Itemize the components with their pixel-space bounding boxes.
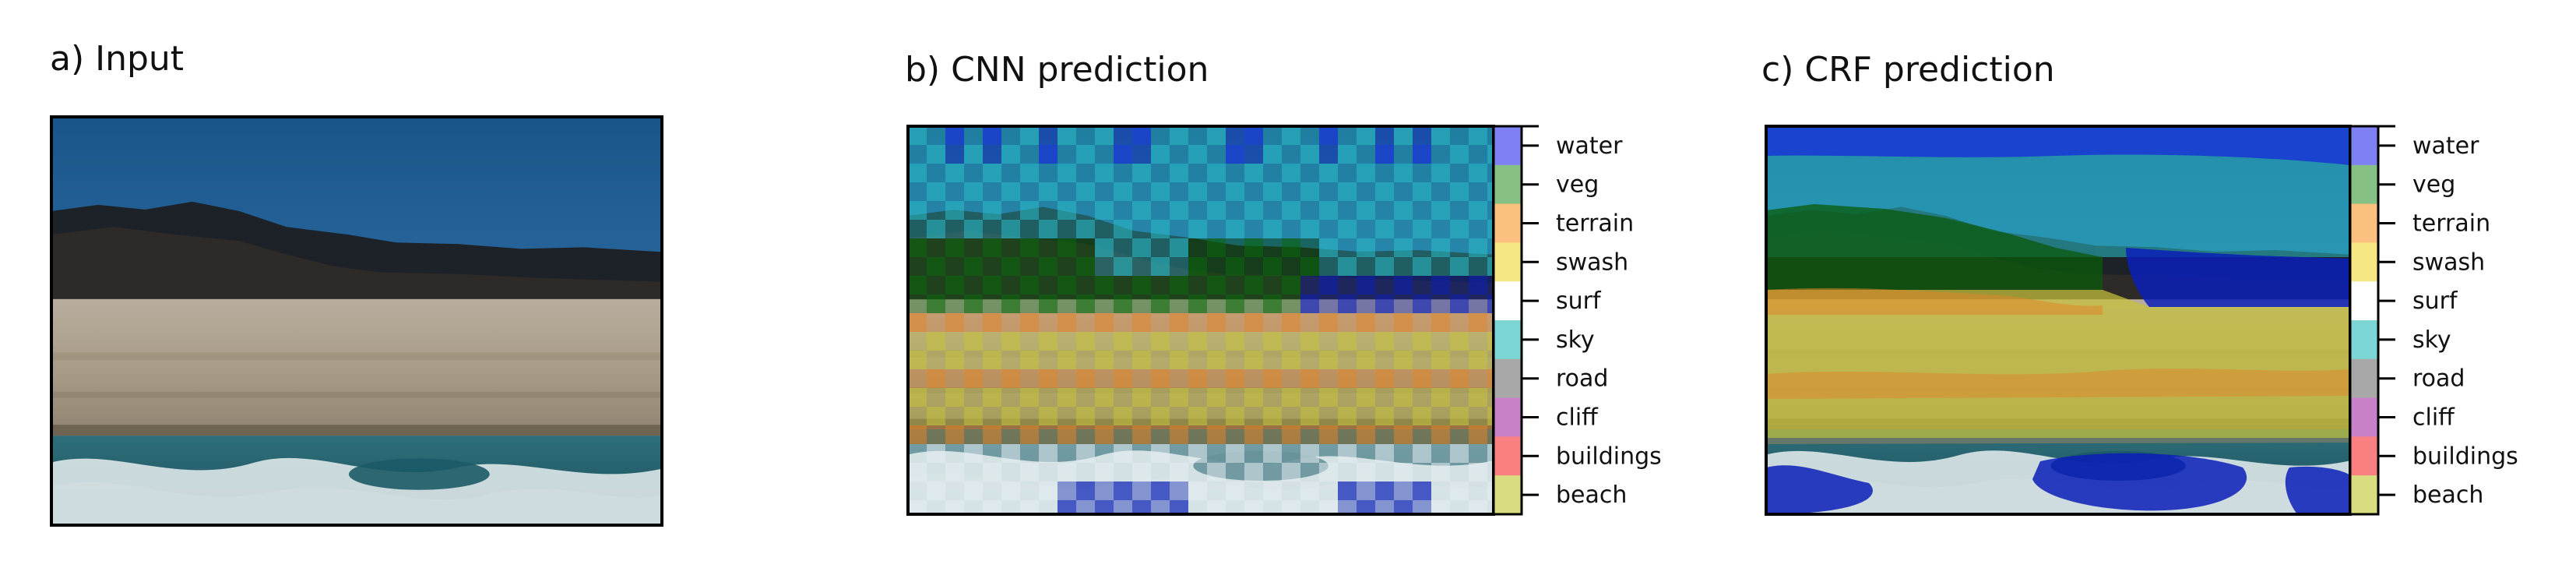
- cnn-label-buildings: buildings: [1556, 443, 1662, 470]
- crf-label-sky: sky: [2412, 326, 2451, 354]
- legend-colorbar-cnn: water veg terrain swash surf sky road cliff buil…: [1492, 125, 1662, 516]
- cnn-swatch-surf: [1494, 281, 1522, 321]
- panel-b-title: b) CNN prediction: [905, 50, 1209, 90]
- cnn-swatch-beach: [1494, 475, 1522, 515]
- crf-label-road: road: [2412, 365, 2465, 393]
- cnn-label-terrain: terrain: [1556, 210, 1634, 238]
- cnn-swatch-road: [1494, 358, 1522, 399]
- cnn-swatch-water: [1494, 126, 1522, 166]
- cnn-swatch-swash: [1494, 242, 1522, 282]
- input-image-frame: [50, 115, 663, 527]
- cnn-label-water: water: [1556, 132, 1623, 160]
- cnn-prediction-image: [908, 126, 1494, 514]
- crf-swatch-swash: [2350, 242, 2378, 282]
- cnn-swatch-veg: [1494, 164, 1522, 205]
- cnn-overlay: [908, 126, 1494, 514]
- cnn-label-swash: swash: [1556, 249, 1628, 276]
- crf-overlay: [1766, 126, 2350, 514]
- cnn-label-beach: beach: [1556, 482, 1627, 509]
- cnn-label-surf: surf: [1556, 288, 1602, 315]
- crf-swatch-cliff: [2350, 397, 2378, 437]
- panel-c-title: c) CRF prediction: [1761, 50, 2055, 90]
- crf-label-water: water: [2412, 132, 2479, 160]
- crf-swatch-buildings: [2350, 436, 2378, 476]
- crf-swatch-water: [2350, 126, 2378, 166]
- cnn-swatch-sky: [1494, 320, 1522, 360]
- crf-swatch-sky: [2350, 320, 2378, 360]
- crf-label-veg: veg: [2412, 171, 2455, 199]
- crf-prediction-image: [1766, 126, 2350, 514]
- crf-label-buildings: buildings: [2412, 443, 2518, 470]
- panel-a-title: a) Input: [50, 39, 185, 79]
- crf-label-surf: surf: [2412, 288, 2458, 315]
- cnn-swatch-terrain: [1494, 203, 1522, 243]
- cnn-label-road: road: [1556, 365, 1608, 393]
- crf-label-cliff: cliff: [2412, 404, 2455, 432]
- crf-swatch-road: [2350, 358, 2378, 399]
- input-image: [51, 117, 662, 525]
- legend-colorbar-crf: water veg terrain swash surf sky road cliff buil…: [2349, 125, 2518, 516]
- cnn-swatch-cliff: [1494, 397, 1522, 437]
- crf-swatch-veg: [2350, 164, 2378, 205]
- crf-label-terrain: terrain: [2412, 210, 2490, 238]
- crf-label-swash: swash: [2412, 249, 2485, 276]
- cnn-label-veg: veg: [1556, 171, 1599, 199]
- crf-swatch-surf: [2350, 281, 2378, 321]
- cnn-swatch-buildings: [1494, 436, 1522, 476]
- crf-swatch-terrain: [2350, 203, 2378, 243]
- cnn-label-sky: sky: [1556, 326, 1595, 354]
- crf-swatch-beach: [2350, 475, 2378, 515]
- cnn-label-cliff: cliff: [1556, 404, 1599, 432]
- crf-label-beach: beach: [2412, 482, 2483, 509]
